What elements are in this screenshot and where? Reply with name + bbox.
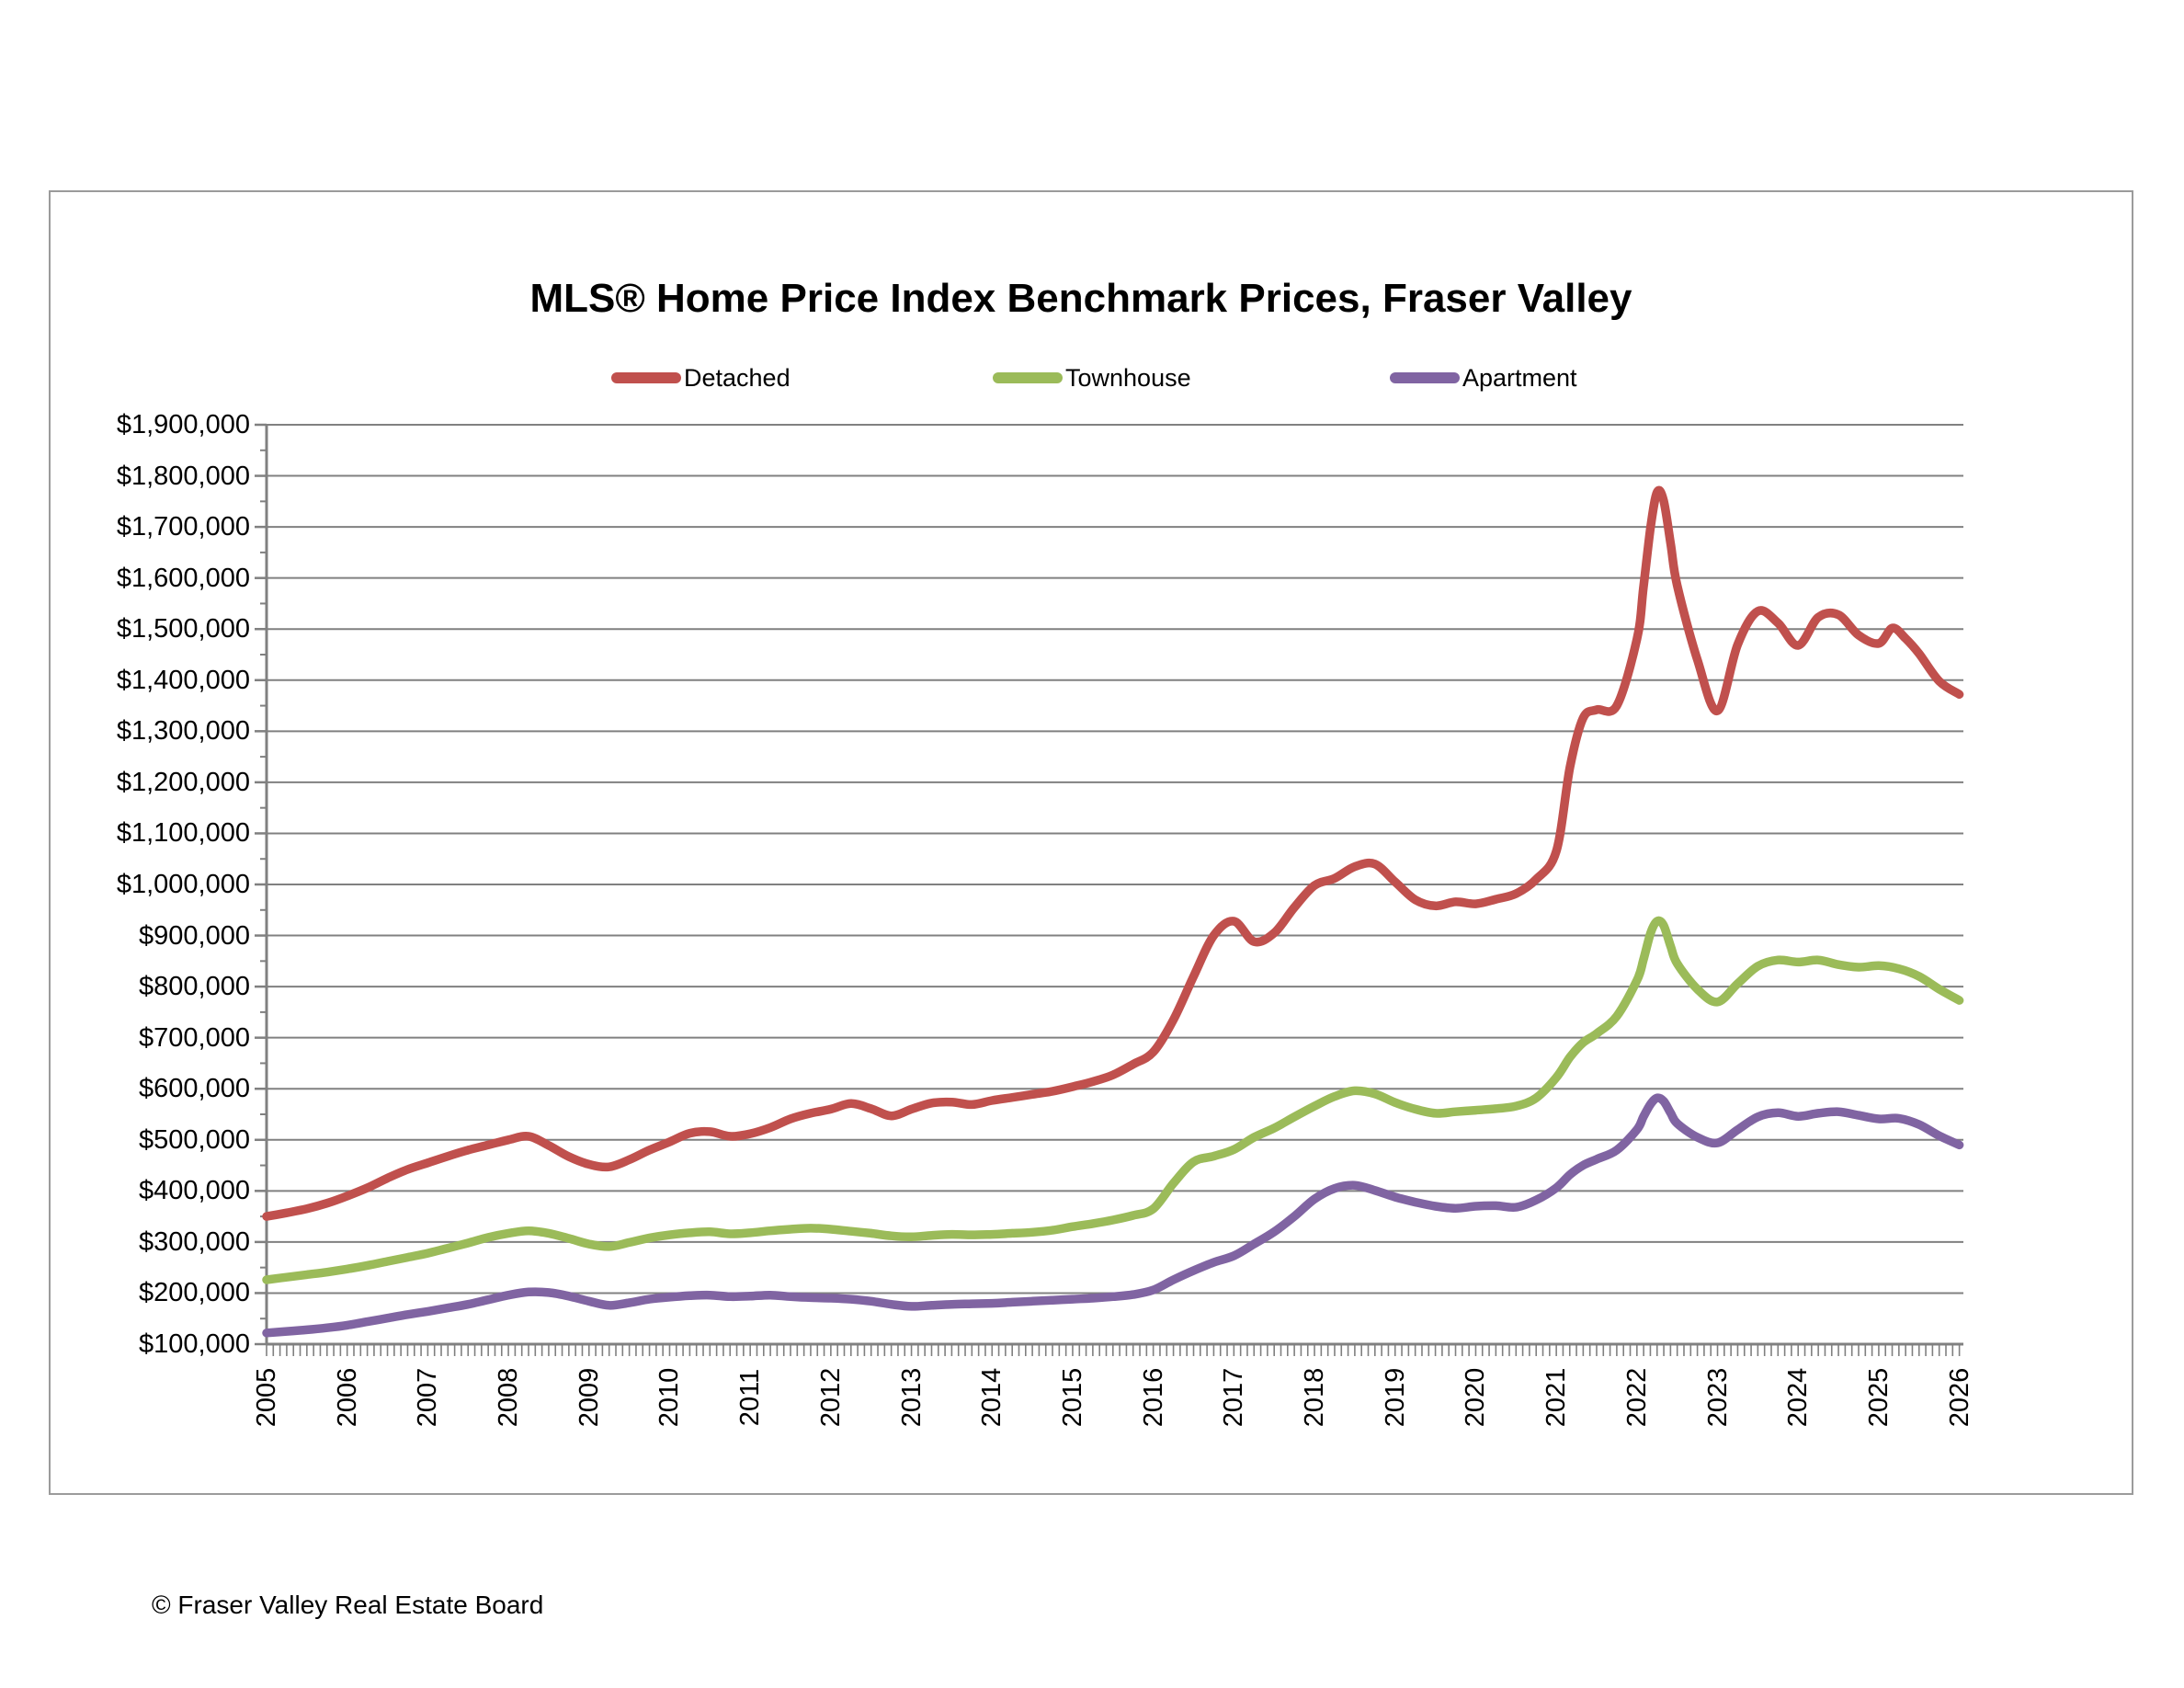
y-axis-label: $1,900,000	[116, 410, 250, 439]
x-axis-label: 2024	[1783, 1367, 1814, 1428]
x-axis-label: 2019	[1380, 1367, 1410, 1428]
x-axis-label: 2022	[1621, 1367, 1652, 1428]
y-axis-label: $700,000	[139, 1022, 250, 1053]
y-axis-label: $1,700,000	[116, 512, 250, 542]
series-line-detached	[262, 485, 1964, 1221]
x-axis-label: 2021	[1541, 1367, 1572, 1428]
y-axis-label: $1,800,000	[116, 461, 250, 491]
x-axis-label: 2006	[332, 1367, 362, 1428]
x-axis-label: 2013	[896, 1367, 927, 1428]
x-axis-label: 2007	[413, 1367, 443, 1428]
legend-label-detached: Detached	[684, 363, 791, 392]
x-axis-label: 2018	[1300, 1367, 1330, 1428]
y-axis-label: $1,500,000	[116, 614, 250, 644]
x-axis-label: 2014	[977, 1367, 1007, 1428]
detached-line-swatch	[611, 372, 681, 383]
x-axis-label: 2017	[1219, 1367, 1249, 1428]
x-axis-label: 2010	[654, 1367, 685, 1428]
y-axis-label: $1,400,000	[116, 665, 250, 695]
apartment-line-swatch	[1390, 372, 1460, 383]
chart-title: MLS® Home Price Index Benchmark Prices, …	[529, 276, 1632, 321]
x-axis-label: 2011	[735, 1368, 766, 1427]
legend-item-apartment[interactable]: Apartment	[1390, 364, 1577, 392]
y-axis-label: $1,100,000	[116, 818, 250, 849]
townhouse-line-swatch	[993, 372, 1063, 383]
y-axis-label: $1,600,000	[116, 563, 250, 593]
x-axis-label: 2026	[1944, 1367, 1974, 1428]
x-axis-label: 2005	[252, 1367, 281, 1428]
y-axis-label: $1,300,000	[116, 716, 250, 747]
legend-item-detached[interactable]: Detached	[611, 364, 791, 392]
y-axis-label: $200,000	[139, 1278, 250, 1308]
x-axis-label: 2025	[1863, 1367, 1894, 1428]
legend-item-townhouse[interactable]: Townhouse	[993, 364, 1191, 392]
series-line-apartment	[262, 1093, 1964, 1338]
x-axis-label: 2009	[574, 1367, 604, 1428]
x-axis-label: 2008	[494, 1367, 524, 1428]
y-axis-label: $800,000	[139, 972, 250, 1002]
y-axis-label: $900,000	[139, 920, 250, 951]
y-axis-label: $1,200,000	[116, 767, 250, 797]
y-axis-label: $1,000,000	[116, 870, 250, 899]
x-axis-label: 2016	[1138, 1367, 1168, 1428]
x-axis-label: 2012	[815, 1367, 846, 1428]
x-axis-label: 2023	[1702, 1367, 1733, 1428]
x-axis-label: 2020	[1461, 1367, 1491, 1428]
y-axis-label: $600,000	[139, 1074, 250, 1104]
x-axis-label: 2015	[1057, 1367, 1087, 1428]
y-axis-label: $100,000	[139, 1329, 250, 1359]
y-axis-label: $500,000	[139, 1124, 250, 1155]
series-line-townhouse	[262, 916, 1964, 1284]
y-axis-label: $400,000	[139, 1176, 250, 1206]
legend-label-apartment: Apartment	[1462, 363, 1577, 392]
copyright-text: © Fraser Valley Real Estate Board	[152, 1591, 544, 1619]
legend-label-townhouse: Townhouse	[1065, 363, 1191, 392]
y-axis-label: $300,000	[139, 1226, 250, 1257]
chart-outer-border	[49, 190, 2133, 1495]
